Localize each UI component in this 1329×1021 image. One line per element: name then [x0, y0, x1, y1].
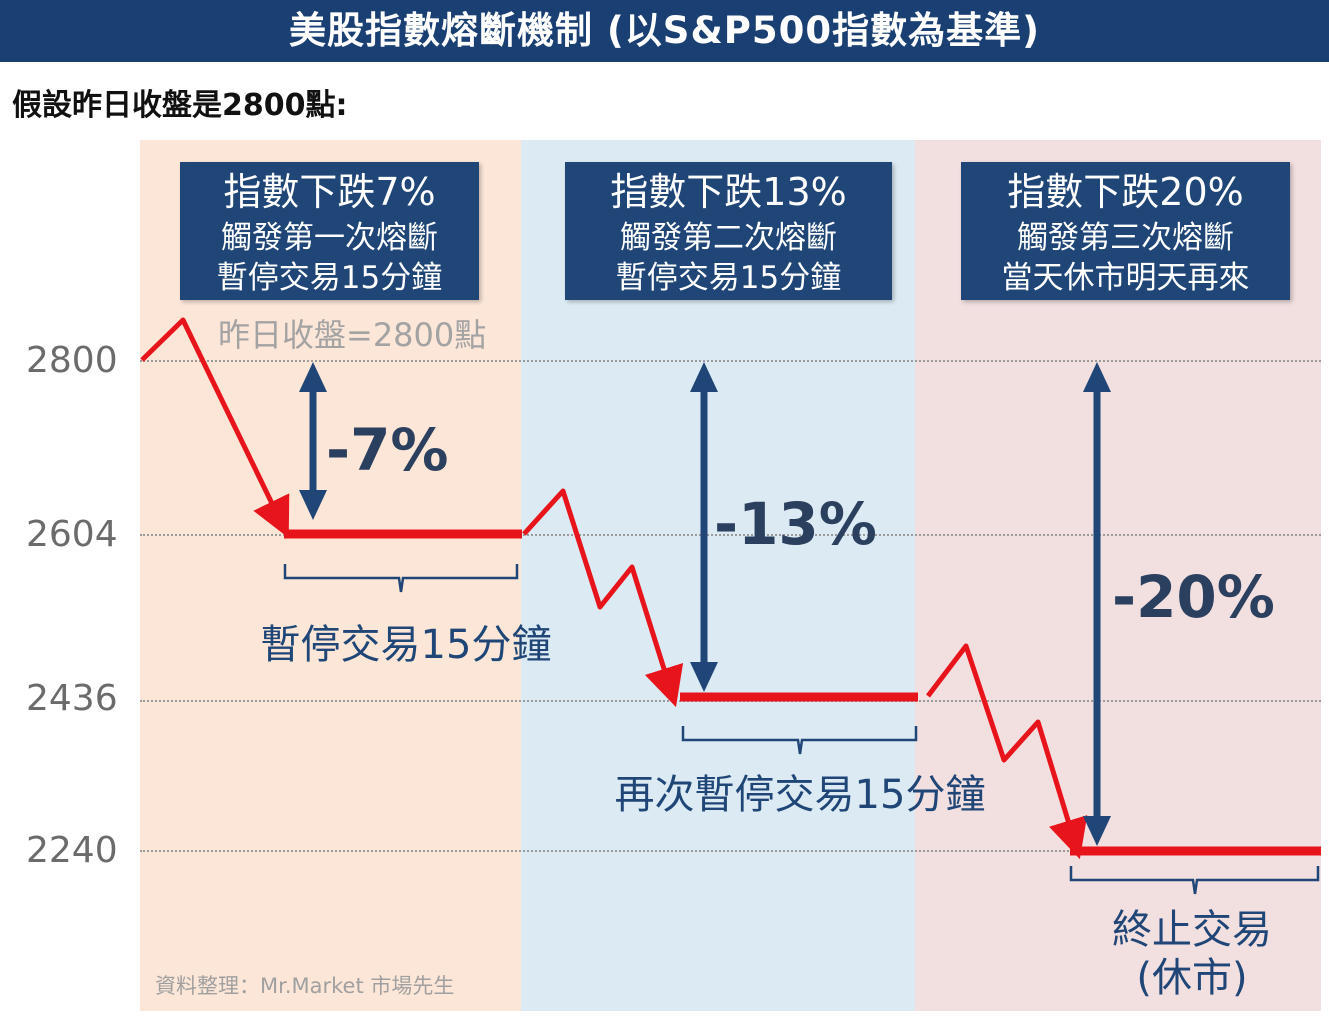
title-banner	[0, 0, 1329, 62]
drop-label-13pct: -13%	[714, 490, 877, 558]
stage-3-trigger: 觸發第三次熔斷	[1017, 220, 1234, 256]
brace-halt	[1069, 866, 1320, 895]
brace-pause-1	[283, 564, 519, 593]
stage-3-title: 指數下跌20%	[1007, 170, 1244, 214]
y-tick-2604: 2604	[26, 514, 118, 555]
stage-1-action: 暫停交易15分鐘	[216, 260, 443, 296]
gridline-2240	[140, 850, 1321, 852]
y-tick-2240: 2240	[26, 830, 118, 871]
stage-2-trigger: 觸發第二次熔斷	[620, 220, 837, 256]
gridline-2604	[140, 534, 1321, 536]
y-tick-2436: 2436	[26, 678, 118, 719]
halt-label-line1: 終止交易	[1112, 907, 1272, 953]
stage-1-box: 指數下跌7% 觸發第一次熔斷 暫停交易15分鐘	[180, 162, 479, 300]
source-credit: 資料整理：Mr.Market 市場先生	[155, 974, 455, 998]
price-drop-2	[522, 488, 684, 708]
prev-close-label: 昨日收盤=2800點	[218, 316, 487, 354]
page-subtitle: 假設昨日收盤是2800點:	[12, 88, 348, 123]
price-drop-3	[926, 643, 1088, 860]
stage-1-title: 指數下跌7%	[223, 170, 436, 214]
pause-1-label: 暫停交易15分鐘	[260, 622, 552, 668]
stage-2-title: 指數下跌13%	[610, 170, 847, 214]
drop-label-20pct: -20%	[1112, 563, 1275, 631]
brace-pause-2	[681, 726, 918, 755]
halt-label-line2: (休市)	[1136, 955, 1248, 1001]
stage-3-action: 當天休市明天再來	[1001, 260, 1250, 296]
y-tick-2800: 2800	[26, 340, 118, 381]
stage-2-action: 暫停交易15分鐘	[615, 260, 842, 296]
stage-3-box: 指數下跌20% 觸發第三次熔斷 當天休市明天再來	[961, 162, 1290, 300]
price-drop-1	[140, 317, 290, 538]
stage-1-trigger: 觸發第一次熔斷	[221, 220, 438, 256]
gridline-2800	[140, 360, 1321, 362]
stage-2-box: 指數下跌13% 觸發第二次熔斷 暫停交易15分鐘	[565, 162, 892, 300]
drop-arrow-20pct	[1083, 362, 1111, 846]
pause-2-label: 再次暫停交易15分鐘	[614, 772, 986, 818]
page-title: 美股指數熔斷機制 (以S&P500指數為基準)	[289, 9, 1040, 52]
drop-arrow-13pct	[690, 362, 718, 692]
halt-label: 終止交易 (休市)	[1070, 906, 1314, 1002]
drop-arrow-7pct	[299, 362, 327, 520]
drop-label-7pct: -7%	[326, 416, 449, 484]
